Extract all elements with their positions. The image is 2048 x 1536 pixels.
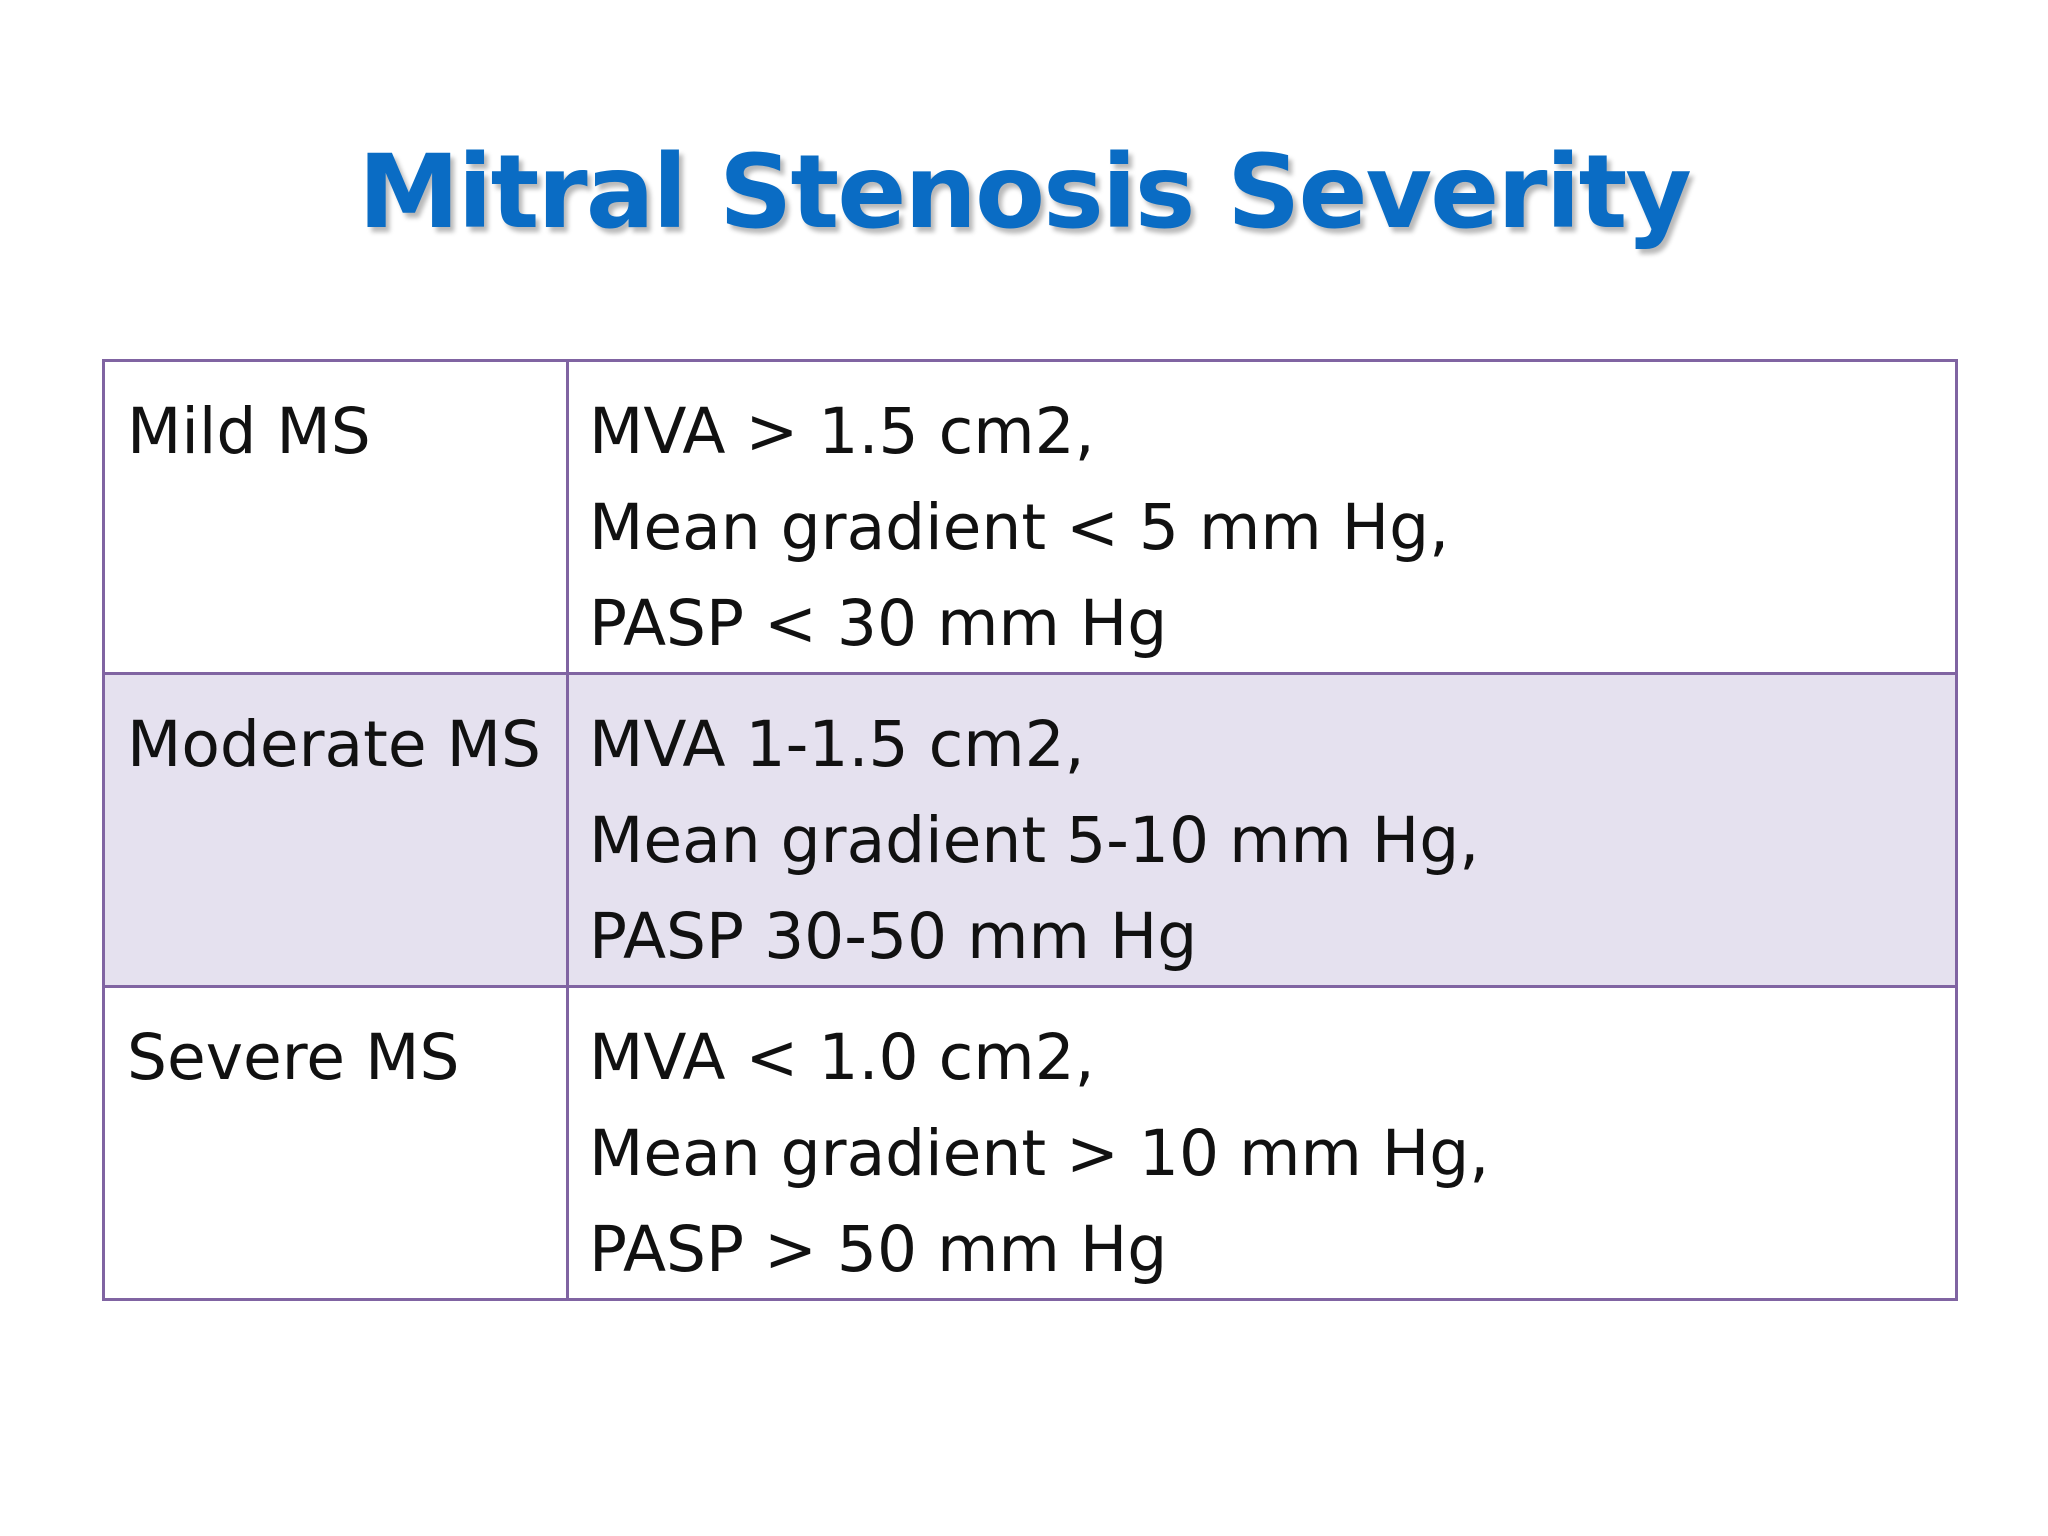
slide-title: Mitral Stenosis Severity: [358, 133, 1692, 252]
criteria-pasp: PASP < 30 mm Hg: [589, 587, 1168, 660]
table-row-mild: Mild MS MVA > 1.5 cm2, Mean gradient < 5…: [102, 359, 1958, 675]
criteria-mva: MVA < 1.0 cm2,: [589, 1021, 1095, 1094]
table-row-moderate: Moderate MS MVA 1-1.5 cm2, Mean gradient…: [102, 672, 1958, 988]
criteria-pasp: PASP 30-50 mm Hg: [589, 900, 1198, 973]
criteria-mean-gradient: Mean gradient < 5 mm Hg,: [589, 491, 1450, 564]
severity-label-cell: Moderate MS: [102, 672, 569, 988]
criteria-cell: MVA 1-1.5 cm2, Mean gradient 5-10 mm Hg,…: [566, 672, 1958, 988]
criteria-mva: MVA 1-1.5 cm2,: [589, 708, 1085, 781]
severity-table: Mild MS MVA > 1.5 cm2, Mean gradient < 5…: [102, 359, 1958, 1301]
criteria-cell: MVA > 1.5 cm2, Mean gradient < 5 mm Hg, …: [566, 359, 1958, 675]
severity-label: Moderate MS: [127, 708, 541, 781]
severity-label-cell: Severe MS: [102, 985, 569, 1301]
criteria-mva: MVA > 1.5 cm2,: [589, 395, 1095, 468]
table-row-severe: Severe MS MVA < 1.0 cm2, Mean gradient >…: [102, 985, 1958, 1301]
severity-label: Severe MS: [127, 1021, 460, 1094]
criteria-pasp: PASP > 50 mm Hg: [589, 1213, 1168, 1286]
criteria-mean-gradient: Mean gradient > 10 mm Hg,: [589, 1117, 1490, 1190]
criteria-cell: MVA < 1.0 cm2, Mean gradient > 10 mm Hg,…: [566, 985, 1958, 1301]
criteria-mean-gradient: Mean gradient 5-10 mm Hg,: [589, 804, 1480, 877]
severity-label-cell: Mild MS: [102, 359, 569, 675]
severity-label: Mild MS: [127, 395, 371, 468]
